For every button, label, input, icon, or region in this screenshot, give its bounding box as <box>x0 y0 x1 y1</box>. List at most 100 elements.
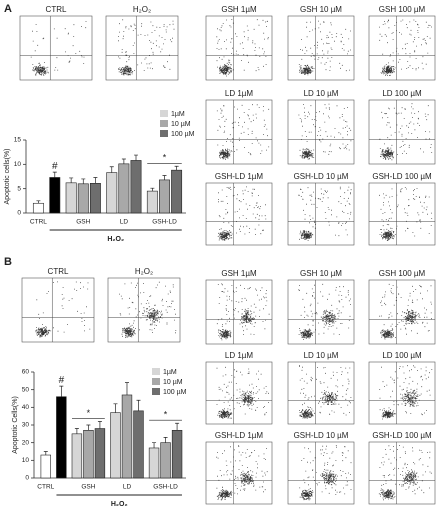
bar <box>171 169 183 214</box>
bar <box>118 163 130 214</box>
bar <box>106 172 118 214</box>
plot-frame <box>368 99 436 165</box>
y-tick-label: 0 <box>17 210 21 217</box>
annotation: * <box>87 408 91 418</box>
plot-title: GSH-LD 1µM <box>215 172 264 181</box>
bar <box>40 454 51 479</box>
event-dots <box>216 19 269 77</box>
error-bar <box>97 421 102 429</box>
plot-frame <box>205 279 273 345</box>
legend-label: 1µM <box>163 369 177 376</box>
legend-swatch <box>160 110 168 117</box>
y-tick-label: 5 <box>17 185 21 192</box>
error-bar <box>163 437 168 443</box>
event-dots <box>298 186 352 241</box>
event-dots <box>35 281 91 338</box>
y-tick-label: 0 <box>25 475 29 482</box>
plot-title: GSH 1µM <box>221 269 257 278</box>
error-bar <box>74 428 79 434</box>
plot-frame <box>368 182 436 246</box>
event-dots <box>216 104 270 160</box>
legend-swatch <box>152 368 160 375</box>
error-bar <box>93 177 98 184</box>
plot-frame <box>105 15 179 81</box>
plot-frame <box>368 441 436 505</box>
legend-label: 100 µM <box>163 389 187 396</box>
bar <box>133 410 144 479</box>
x-group-label: GSH-LD <box>153 484 178 491</box>
bar <box>160 442 171 479</box>
y-tick-label: 30 <box>22 422 30 429</box>
plot-frame <box>287 361 355 425</box>
error-bar <box>69 177 74 183</box>
legend-swatch <box>152 378 160 385</box>
event-dots <box>216 445 268 501</box>
plot-title: LD 100 µM <box>382 351 422 360</box>
plot-title: GSH-LD 100 µM <box>372 431 432 440</box>
bar <box>94 428 106 479</box>
event-dots <box>378 445 432 501</box>
error-bar <box>136 399 141 411</box>
error-bar <box>174 165 179 171</box>
plot-title: LD 1µM <box>225 351 254 360</box>
plot-frame <box>287 441 355 505</box>
plot-frame <box>287 182 355 246</box>
legend-label: 10 µM <box>171 121 191 128</box>
plot-title: GSH 10 µM <box>300 5 342 14</box>
treatment-label: H₂O₂ <box>107 236 124 243</box>
bar <box>71 433 83 479</box>
x-group-label: CTRL <box>30 219 47 226</box>
legend-swatch <box>160 120 168 127</box>
event-dots <box>299 445 352 501</box>
plot-frame <box>287 99 355 165</box>
x-group-label: GSH-LD <box>152 219 177 226</box>
error-bar <box>150 187 155 192</box>
event-dots <box>217 186 267 241</box>
legend-swatch <box>160 130 168 137</box>
panel-label: A <box>4 3 12 15</box>
bar <box>121 394 133 479</box>
bar <box>110 412 121 479</box>
legend-label: 100 µM <box>171 131 195 138</box>
bar <box>171 429 183 479</box>
plot-frame <box>368 361 436 425</box>
plot-title: LD 10 µM <box>304 351 339 360</box>
panel-label: B <box>4 256 12 268</box>
y-tick-label: 40 <box>22 404 30 411</box>
bar <box>89 183 101 214</box>
plot-frame <box>287 279 355 345</box>
error-bar <box>134 154 138 161</box>
bar <box>56 396 67 479</box>
error-bar <box>152 442 157 448</box>
y-tick-label: 10 <box>14 161 22 168</box>
bar <box>32 202 44 214</box>
plot-title: LD 1µM <box>225 89 254 98</box>
error-bar <box>175 422 180 431</box>
error-bar <box>121 158 126 164</box>
plot-frame <box>287 15 355 81</box>
plot-title: H₂O₂ <box>135 267 153 276</box>
plot-title: CTRL <box>48 267 69 276</box>
legend-label: 1µM <box>171 111 185 118</box>
annotation: * <box>164 410 168 420</box>
plot-title: LD 100 µM <box>382 89 422 98</box>
plot-title: GSH 100 µM <box>379 5 426 14</box>
plot-frame <box>19 15 93 81</box>
event-dots <box>30 21 87 76</box>
plot-title: CTRL <box>46 5 67 14</box>
y-tick-label: 10 <box>22 457 30 464</box>
y-tick-label: 20 <box>22 439 30 446</box>
event-dots <box>118 19 175 76</box>
bar <box>130 160 142 214</box>
legend-swatch <box>152 388 160 395</box>
treatment-label: H₂O₂ <box>111 501 128 508</box>
plot-frame <box>205 182 273 246</box>
plot-title: GSH-LD 10 µM <box>294 431 349 440</box>
event-dots <box>298 103 352 160</box>
error-bar <box>113 403 118 413</box>
plot-frame <box>368 15 436 81</box>
y-tick-label: 60 <box>22 369 30 376</box>
error-bar <box>162 175 167 180</box>
plot-frame <box>205 15 273 81</box>
bar <box>49 177 61 214</box>
